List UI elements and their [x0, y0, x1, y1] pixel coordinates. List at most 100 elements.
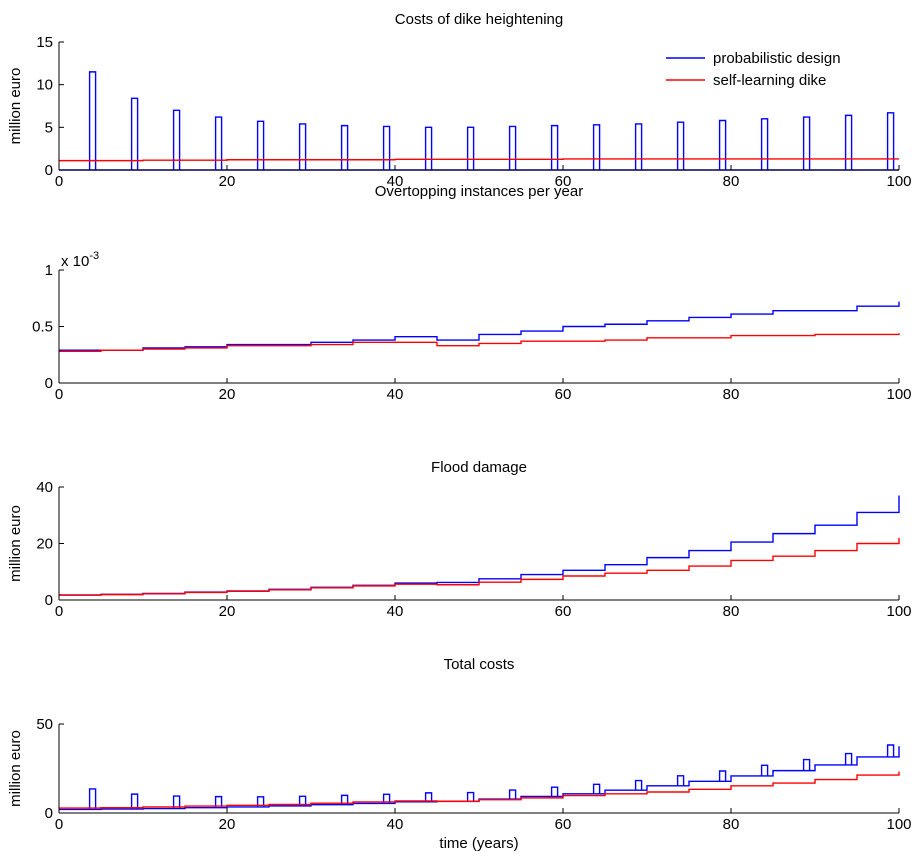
- x-tick-label: 40: [387, 816, 404, 833]
- x-tick-label: 60: [555, 173, 572, 190]
- chart-title: Total costs: [444, 656, 515, 673]
- series-line: [59, 537, 900, 596]
- chart-title: Costs of dike heightening: [395, 11, 563, 28]
- pulse-mark: [592, 124, 601, 170]
- x-tick-label: 60: [555, 816, 572, 833]
- y-tick-label: 0: [45, 592, 53, 609]
- x-tick-label: 0: [55, 603, 63, 620]
- y-tick-label: 0: [45, 805, 53, 822]
- pulse-mark: [844, 114, 853, 170]
- pulse-mark: [382, 793, 391, 804]
- legend-label: self-learning dike: [713, 72, 826, 89]
- x-tick-label: 40: [387, 173, 404, 190]
- pulse-mark: [172, 795, 181, 809]
- y-tick-label: 40: [36, 479, 53, 496]
- chart-title: Flood damage: [431, 459, 527, 476]
- pulse-mark: [424, 792, 433, 802]
- pulse-mark: [760, 764, 769, 776]
- x-tick-label: 80: [723, 603, 740, 620]
- chart-panel-2: Overtopping instances per year 0 20 40 60 80 1…: [32, 183, 911, 403]
- series-line: [59, 771, 900, 809]
- x-tick-label: 100: [886, 816, 911, 833]
- pulse-mark: [466, 791, 475, 802]
- x-tick-label: 80: [723, 386, 740, 403]
- pulse-mark: [676, 121, 685, 170]
- pulse-mark: [592, 783, 601, 794]
- pulse-mark: [214, 795, 223, 808]
- x-tick-label: 60: [555, 386, 572, 403]
- pulse-mark: [130, 793, 139, 810]
- pulse-mark: [634, 123, 643, 170]
- x-tick-label: 20: [219, 816, 236, 833]
- pulse-mark: [844, 752, 853, 765]
- pulse-mark: [550, 786, 559, 797]
- series-line: [59, 495, 900, 596]
- pulse-mark: [256, 796, 265, 807]
- x-tick-label: 40: [387, 603, 404, 620]
- pulse-mark: [718, 119, 727, 170]
- y-tick-label: 15: [36, 34, 53, 51]
- pulse-mark: [298, 795, 307, 806]
- pulse-mark: [508, 125, 517, 170]
- series-red: [59, 771, 900, 809]
- y-tick-label: 10: [36, 77, 53, 94]
- y-exponent-label: x 10-3: [61, 250, 99, 270]
- series-red: [59, 333, 900, 353]
- y-tick-label: 1: [45, 262, 53, 279]
- chart-panel-4: Total costs 0 20 40 60 80 100 0 50 million euro ti…: [7, 656, 912, 852]
- chart-panel-3: Flood damage 0 20 40 60 80 100 0 20 40 million eur…: [7, 459, 912, 620]
- pulse-mark: [886, 744, 895, 757]
- y-tick-label: 5: [45, 119, 53, 136]
- x-tick-label: 0: [55, 173, 63, 190]
- y-axis-label: million euro: [7, 730, 24, 807]
- series-red: [59, 537, 900, 596]
- y-axis-label: million euro: [7, 505, 24, 582]
- y-tick-label: 0: [45, 375, 53, 392]
- pulse-mark: [466, 126, 475, 170]
- chart-title: Overtopping instances per year: [375, 183, 583, 200]
- pulse-mark: [802, 116, 811, 170]
- x-tick-label: 100: [886, 603, 911, 620]
- pulse-mark: [760, 118, 769, 170]
- pulse-mark: [802, 758, 811, 771]
- pulse-mark: [172, 109, 181, 170]
- x-tick-label: 20: [219, 173, 236, 190]
- pulse-mark: [550, 124, 559, 170]
- x-tick-label: 80: [723, 173, 740, 190]
- y-tick-label: 50: [36, 716, 53, 733]
- x-tick-label: 20: [219, 386, 236, 403]
- y-tick-label: 0.5: [32, 319, 53, 336]
- series-self-learning-dike: [59, 158, 899, 162]
- x-tick-label: 80: [723, 816, 740, 833]
- series-line: [59, 158, 899, 162]
- pulse-mark: [676, 775, 685, 786]
- y-tick-label: 0: [45, 162, 53, 179]
- pulse-mark: [214, 116, 223, 170]
- x-tick-label: 0: [55, 386, 63, 403]
- x-tick-label: 100: [886, 386, 911, 403]
- x-tick-label: 60: [555, 603, 572, 620]
- y-axis-label: million euro: [7, 68, 24, 145]
- pulse-mark: [886, 112, 895, 170]
- pulse-mark: [382, 125, 391, 170]
- pulse-mark: [130, 97, 139, 170]
- x-tick-label: 40: [387, 386, 404, 403]
- series-line: [59, 333, 900, 353]
- pulse-mark: [256, 120, 265, 170]
- pulse-mark: [340, 794, 349, 805]
- x-tick-label: 100: [886, 173, 911, 190]
- x-tick-label: 20: [219, 603, 236, 620]
- pulse-mark: [424, 126, 433, 170]
- legend-label: probabilistic design: [713, 50, 841, 67]
- x-axis-label: time (years): [439, 835, 518, 852]
- pulse-mark: [634, 779, 643, 791]
- pulse-mark: [88, 788, 97, 810]
- pulse-mark: [508, 789, 517, 800]
- y-tick-label: 20: [36, 536, 53, 553]
- pulse-mark: [298, 123, 307, 170]
- pulse-mark: [718, 770, 727, 782]
- pulse-mark: [340, 124, 349, 170]
- chart-panel-1: Costs of dike heightening 0 20 40 60 80 100 0 5 1…: [7, 11, 912, 190]
- legend: probabilistic design self-learning dike: [666, 50, 841, 89]
